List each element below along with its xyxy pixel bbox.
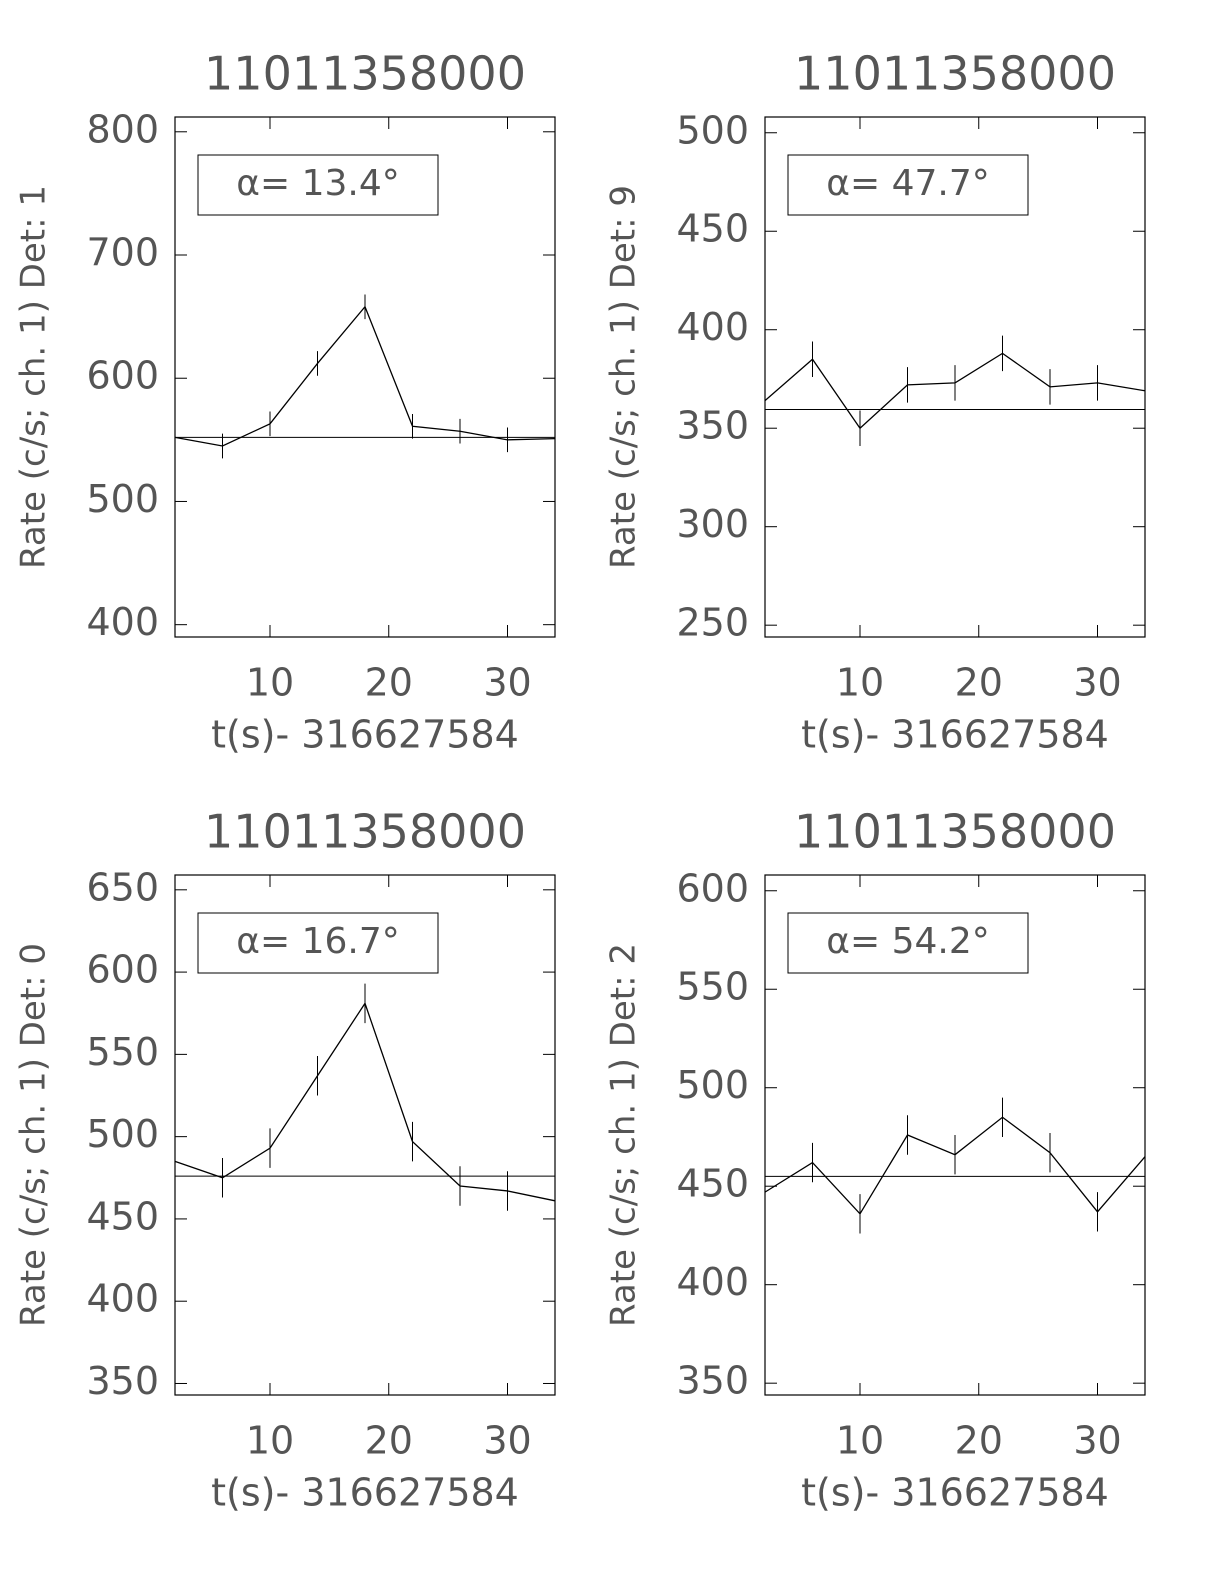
- annotation: α= 47.7°: [826, 163, 990, 204]
- x-tick-label: 20: [365, 1419, 413, 1463]
- data-line: [174, 305, 556, 447]
- x-tick-label: 20: [955, 1419, 1003, 1463]
- x-tick-label: 30: [483, 661, 531, 705]
- y-axis-label: Rate (c/s; ch. 1) Det: 0: [14, 943, 54, 1327]
- y-tick-label: 500: [86, 477, 159, 521]
- y-tick-label: 700: [86, 231, 159, 275]
- y-tick-label: 300: [676, 502, 749, 546]
- y-axis-label: Rate (c/s; ch. 1) Det: 1: [14, 185, 54, 569]
- annotation: α= 13.4°: [236, 163, 400, 204]
- x-axis-label: t(s)- 316627584: [211, 1471, 519, 1515]
- x-tick-label: 10: [836, 1419, 884, 1463]
- y-tick-label: 400: [676, 1260, 749, 1304]
- plot-frame: [764, 874, 1146, 1396]
- y-tick-label: 450: [676, 1162, 749, 1206]
- y-tick-label: 800: [86, 107, 159, 151]
- y-tick-label: 600: [676, 866, 749, 910]
- panel-title: 11011358000: [794, 805, 1116, 859]
- annotation-box: [787, 154, 1029, 216]
- y-axis-label: Rate (c/s; ch. 1) Det: 9: [604, 185, 644, 569]
- x-axis-label: t(s)- 316627584: [801, 1471, 1109, 1515]
- y-tick-label: 400: [86, 600, 159, 644]
- y-tick-label: 550: [676, 965, 749, 1009]
- x-tick-label: 30: [1073, 661, 1121, 705]
- annotation-box: [787, 912, 1029, 974]
- y-tick-label: 500: [86, 1112, 159, 1156]
- annotation-box: [197, 154, 439, 216]
- y-tick-label: 400: [86, 1277, 159, 1321]
- y-tick-label: 650: [86, 865, 159, 909]
- y-tick-label: 500: [676, 1063, 749, 1107]
- y-tick-label: 550: [86, 1030, 159, 1074]
- annotation: α= 54.2°: [826, 921, 990, 962]
- x-tick-label: 10: [836, 661, 884, 705]
- annotation: α= 16.7°: [236, 921, 400, 962]
- y-tick-label: 600: [86, 354, 159, 398]
- x-tick-label: 30: [483, 1419, 531, 1463]
- panel-title: 11011358000: [794, 47, 1116, 101]
- plot-frame: [174, 874, 556, 1396]
- y-axis-label: Rate (c/s; ch. 1) Det: 2: [604, 943, 644, 1327]
- data-line: [174, 1001, 556, 1202]
- y-tick-label: 450: [86, 1194, 159, 1238]
- x-tick-label: 10: [246, 661, 294, 705]
- y-tick-label: 350: [676, 404, 749, 448]
- x-axis-label: t(s)- 316627584: [211, 713, 519, 757]
- annotation-box: [197, 912, 439, 974]
- y-tick-label: 600: [86, 948, 159, 992]
- y-tick-label: 350: [676, 1359, 749, 1403]
- panel-title: 11011358000: [204, 47, 526, 101]
- x-tick-label: 10: [246, 1419, 294, 1463]
- y-tick-label: 250: [676, 601, 749, 645]
- x-axis-label: t(s)- 316627584: [801, 713, 1109, 757]
- y-tick-label: 400: [676, 305, 749, 349]
- x-tick-label: 20: [365, 661, 413, 705]
- y-tick-label: 500: [676, 108, 749, 152]
- y-tick-label: 350: [86, 1359, 159, 1403]
- x-tick-label: 20: [955, 661, 1003, 705]
- panel-title: 11011358000: [204, 805, 526, 859]
- plot-frame: [174, 116, 556, 638]
- y-tick-label: 450: [676, 207, 749, 251]
- x-tick-label: 30: [1073, 1419, 1121, 1463]
